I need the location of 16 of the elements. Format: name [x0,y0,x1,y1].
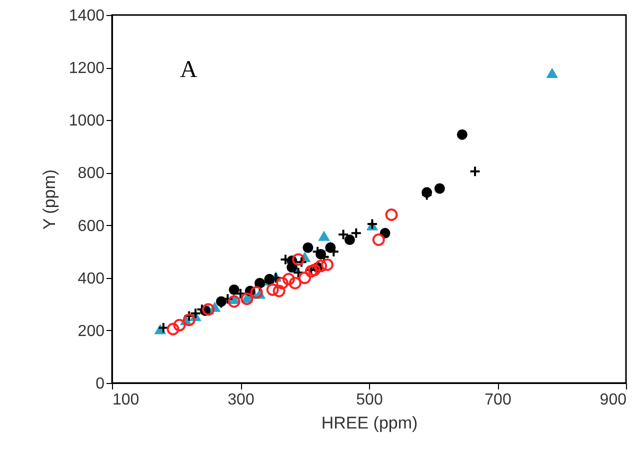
y-tick-label: 0 [96,376,105,392]
y-tick-label: 1400 [68,8,105,24]
y-tick-label: 400 [78,270,105,288]
x-tick-label: 900 [600,392,627,408]
x-tick-label: 300 [228,392,254,408]
y-tick-label: 800 [78,165,105,182]
annotation: A [180,57,198,83]
y-axis-title: Y (ppm) [40,169,59,230]
y-tick-label: 600 [78,218,105,235]
y-tick-label: 1000 [68,112,105,130]
y-tick-label: 1200 [68,60,105,78]
x-axis-title: HREE (ppm) [321,414,418,432]
y-tick-label: 200 [78,322,105,340]
x-tick-label: 500 [356,392,383,408]
x-tick-label: 700 [484,392,512,408]
x-tick-label: 100 [112,392,140,408]
